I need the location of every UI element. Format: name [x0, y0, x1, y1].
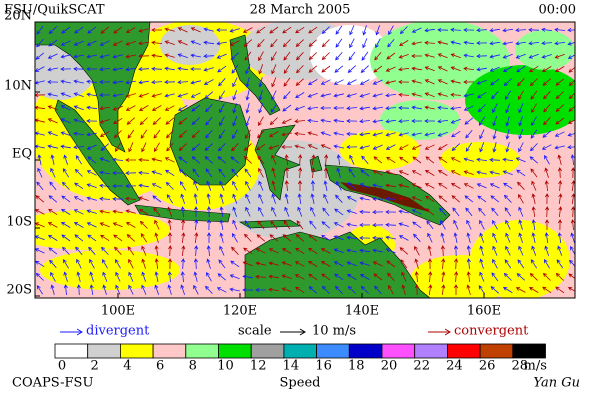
source-label: FSU/QuikSCAT	[4, 3, 105, 18]
colorbar-tick-label: 8	[189, 359, 197, 374]
colorbar-swatch	[250, 343, 285, 359]
colorbar-tick-label: 28	[512, 359, 529, 374]
colorbar-tick-label: 22	[413, 359, 430, 374]
lon-label: 160E	[467, 304, 501, 319]
colorbar-tick-label: 0	[58, 359, 66, 374]
colorbar-swatch	[381, 343, 416, 359]
divergent-label: divergent	[86, 324, 150, 339]
colorbar-swatch	[120, 343, 154, 359]
lat-label: EQ	[12, 147, 32, 162]
scale-label: scale	[238, 324, 272, 339]
colorbar-swatch	[185, 343, 219, 359]
convergent-label: convergent	[454, 324, 529, 339]
colorbar-tick-label: 26	[479, 359, 496, 374]
divergent-arrow	[60, 328, 83, 336]
colorbar-unit: m/s	[524, 359, 547, 374]
colorbar-swatch	[414, 343, 448, 359]
colorbar-tick-label: 10	[217, 359, 234, 374]
wind-arrows-divergent	[35, 25, 575, 296]
colorbar-swatch	[218, 343, 252, 359]
colorbar-swatch	[87, 343, 121, 359]
lon-label: 140E	[345, 304, 379, 319]
colorbar-swatch	[479, 343, 514, 359]
lat-label: 10S	[7, 215, 32, 230]
colorbar-tick-label: 20	[381, 359, 398, 374]
highlands	[340, 182, 430, 212]
colorbar-tick-label: 14	[283, 359, 300, 374]
colorbar-swatch	[446, 343, 481, 359]
map-axes: 20N 10N EQ 10S 20S 100E 120E 140E 160E	[4, 9, 501, 319]
map-area	[35, 22, 575, 298]
lat-label: 20S	[7, 283, 32, 298]
lon-label: 120E	[223, 304, 257, 319]
lat-label: 20N	[4, 9, 32, 24]
colorbar-tick-label: 18	[348, 359, 365, 374]
colorbar-tick-label: 6	[156, 359, 164, 374]
colorbar: 0 2 4 6 8 10 12 14 16 18 20 22 24 26 28	[54, 343, 546, 374]
colorbar-swatch	[316, 343, 350, 359]
speed-patches	[35, 22, 575, 298]
land	[35, 22, 451, 298]
date-label: 28 March 2005	[250, 3, 351, 18]
wind-arrows-convergent	[35, 26, 575, 296]
colorbar-tick-label: 2	[91, 359, 99, 374]
colorbar-swatch	[348, 343, 383, 359]
convergent-arrow	[428, 328, 451, 336]
lon-label: 100E	[101, 304, 135, 319]
scale-arrow	[280, 328, 306, 336]
footer-right: Yan Gu	[533, 376, 580, 391]
footer-left: COAPS-FSU	[12, 376, 93, 391]
colorbar-title: Speed	[280, 376, 321, 391]
colorbar-swatch	[54, 343, 89, 359]
lat-label: 10N	[4, 79, 32, 94]
colorbar-swatch	[283, 343, 317, 359]
colorbar-swatch	[152, 343, 187, 359]
colorbar-tick-label: 4	[123, 359, 131, 374]
colorbar-tick-label: 16	[315, 359, 332, 374]
colorbar-swatch	[512, 343, 546, 359]
legend: divergent scale 10 m/s convergent	[60, 324, 529, 339]
time-label: 00:00	[539, 3, 576, 18]
colorbar-tick-label: 24	[446, 359, 463, 374]
scale-value: 10 m/s	[312, 324, 356, 339]
colorbar-tick-label: 12	[250, 359, 267, 374]
